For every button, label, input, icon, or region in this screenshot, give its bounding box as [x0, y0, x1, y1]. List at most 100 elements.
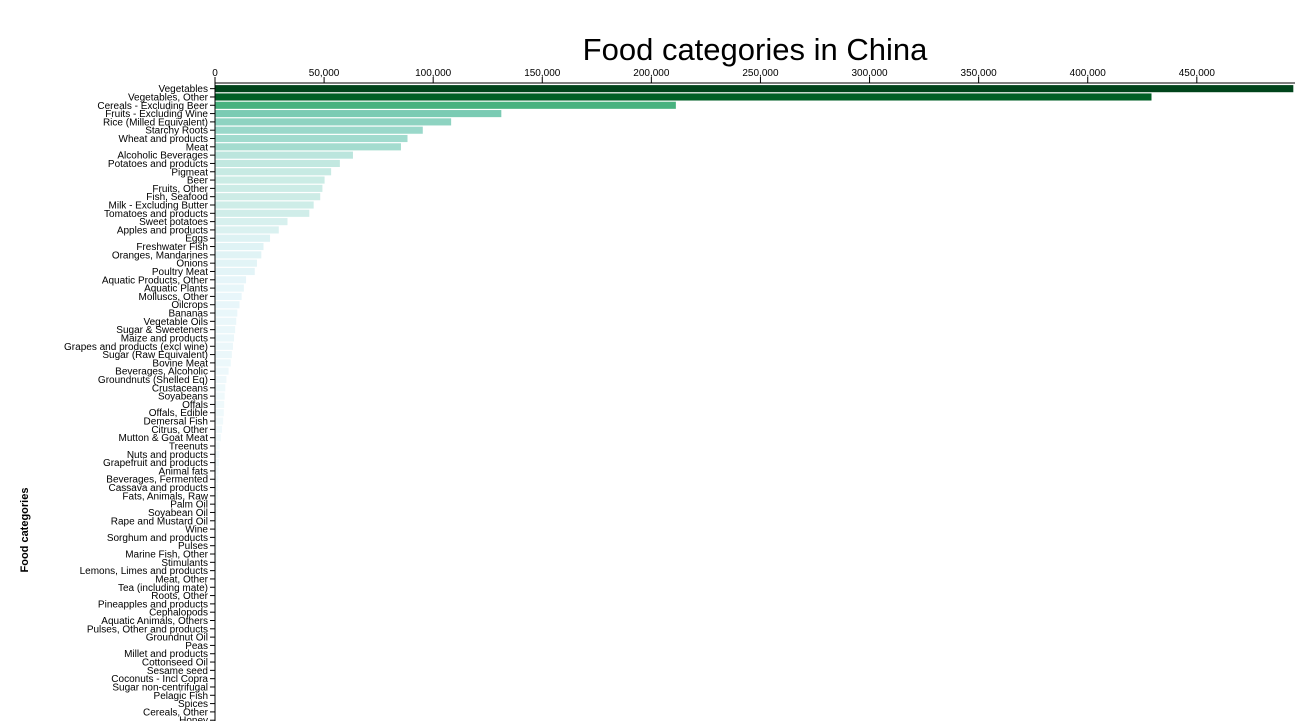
y-tick-label: Alcoholic Beverages	[117, 151, 208, 162]
bar	[215, 359, 231, 367]
y-tick-label: Fruits, Other	[152, 184, 208, 195]
bar	[215, 375, 227, 384]
bar	[215, 483, 219, 492]
bar	[215, 392, 225, 400]
y-tick-label: Molluscs, Other	[139, 292, 209, 303]
x-tick-label: 150,000	[524, 68, 561, 79]
x-tick-label: 200,000	[633, 68, 670, 79]
chart-title: Food categories in China	[582, 32, 928, 67]
y-tick-label: Maize and products	[121, 333, 208, 344]
bar	[215, 533, 218, 541]
y-tick-label: Rape and Mustard Oil	[111, 516, 208, 527]
bar	[215, 608, 217, 616]
bar	[215, 351, 232, 359]
y-tick-label: Apples and products	[117, 225, 208, 236]
y-tick-label: Meat	[186, 142, 208, 153]
y-tick-label: Honey	[179, 716, 208, 721]
bar	[215, 309, 238, 317]
y-tick-label: Vegetables	[159, 84, 209, 95]
y-tick-label: Bovine Meat	[152, 358, 208, 369]
bar	[215, 251, 262, 259]
bar	[215, 201, 314, 209]
y-tick-label: Cottonseed Oil	[142, 658, 208, 669]
bars	[215, 85, 1294, 721]
bar	[215, 492, 218, 500]
x-tick-label: 300,000	[851, 68, 888, 79]
y-tick-label: Cassava and products	[108, 483, 208, 494]
y-tick-label: Offals, Edible	[149, 408, 209, 419]
bar	[215, 93, 1152, 101]
bar	[215, 126, 423, 134]
bar	[215, 633, 217, 641]
y-tick-label: Potatoes and products	[108, 159, 208, 170]
y-tick-label: Tomatoes and products	[104, 209, 208, 220]
bar	[215, 384, 226, 392]
y-tick-label: Oilcrops	[171, 300, 208, 311]
bar	[215, 475, 219, 483]
bar	[215, 176, 325, 184]
y-tick-label: Beer	[187, 176, 209, 187]
bar	[215, 567, 217, 575]
y-tick-label: Sugar (Raw Equivalent)	[102, 350, 208, 361]
y-tick-label: Sesame seed	[147, 666, 208, 677]
y-tick-label: Soyabean Oil	[148, 508, 208, 519]
y-tick-label: Beverages, Fermented	[106, 475, 208, 486]
y-tick-label: Mutton & Goat Meat	[119, 433, 209, 444]
y-tick-label: Millet and products	[124, 649, 208, 660]
bar	[215, 326, 236, 334]
bar	[215, 292, 242, 300]
x-axis: 0 50,000 100,000 150,000 200,000 250,000 300,0…	[212, 68, 1295, 84]
x-tick-label: 400,000	[1070, 68, 1107, 79]
bar	[215, 625, 217, 633]
bar	[215, 342, 233, 350]
y-tick-label: Freshwater Fish	[136, 242, 208, 253]
y-tick-label: Coconuts - Incl Copra	[111, 674, 208, 685]
y-tick-label: Demersal Fish	[144, 417, 208, 428]
bar	[215, 259, 257, 267]
bar	[215, 334, 235, 342]
bar	[215, 542, 218, 550]
bar	[215, 242, 264, 251]
bar	[215, 218, 288, 226]
bar	[215, 234, 271, 242]
y-tick-label: Vegetable Oils	[144, 317, 209, 328]
y-tick-label: Aquatic Animals, Others	[101, 616, 208, 627]
y-tick-label: Beverages, Alcoholic	[115, 367, 208, 378]
bar	[215, 417, 224, 425]
bar	[215, 450, 220, 458]
bar	[215, 276, 247, 284]
y-tick-label: Fruits - Excluding Wine	[105, 109, 208, 120]
y-tick-label: Stimulants	[161, 558, 208, 569]
y-tick-label: Marine Fish, Other	[125, 550, 208, 561]
bar	[215, 168, 332, 176]
bar	[215, 459, 219, 467]
bar	[215, 525, 218, 533]
y-tick-label: Animal fats	[159, 466, 208, 477]
bar	[215, 467, 219, 475]
bar	[215, 500, 218, 508]
bar	[215, 592, 217, 600]
y-tick-label: Aquatic Plants	[144, 284, 208, 295]
y-tick-label: Fish, Seafood	[146, 192, 208, 203]
bar	[215, 409, 224, 417]
y-tick-label: Lemons, Limes and products	[80, 566, 208, 577]
y-tick-label: Offals	[182, 400, 208, 411]
bar	[215, 600, 217, 608]
bar	[215, 641, 217, 649]
bar	[215, 425, 223, 433]
x-tick-label: 100,000	[415, 68, 452, 79]
bar	[215, 616, 217, 625]
bar	[215, 550, 217, 558]
bar	[215, 442, 220, 450]
bar	[215, 517, 218, 525]
y-tick-label: Sugar & Sweeteners	[116, 325, 208, 336]
y-tick-label: Pulses	[178, 541, 208, 552]
y-tick-label: Groundnut Oil	[146, 633, 208, 644]
bar	[215, 658, 217, 666]
x-tick-label: 450,000	[1179, 68, 1216, 79]
bar	[215, 209, 310, 217]
bar	[215, 151, 353, 159]
bar	[215, 317, 237, 325]
bar	[215, 110, 502, 118]
